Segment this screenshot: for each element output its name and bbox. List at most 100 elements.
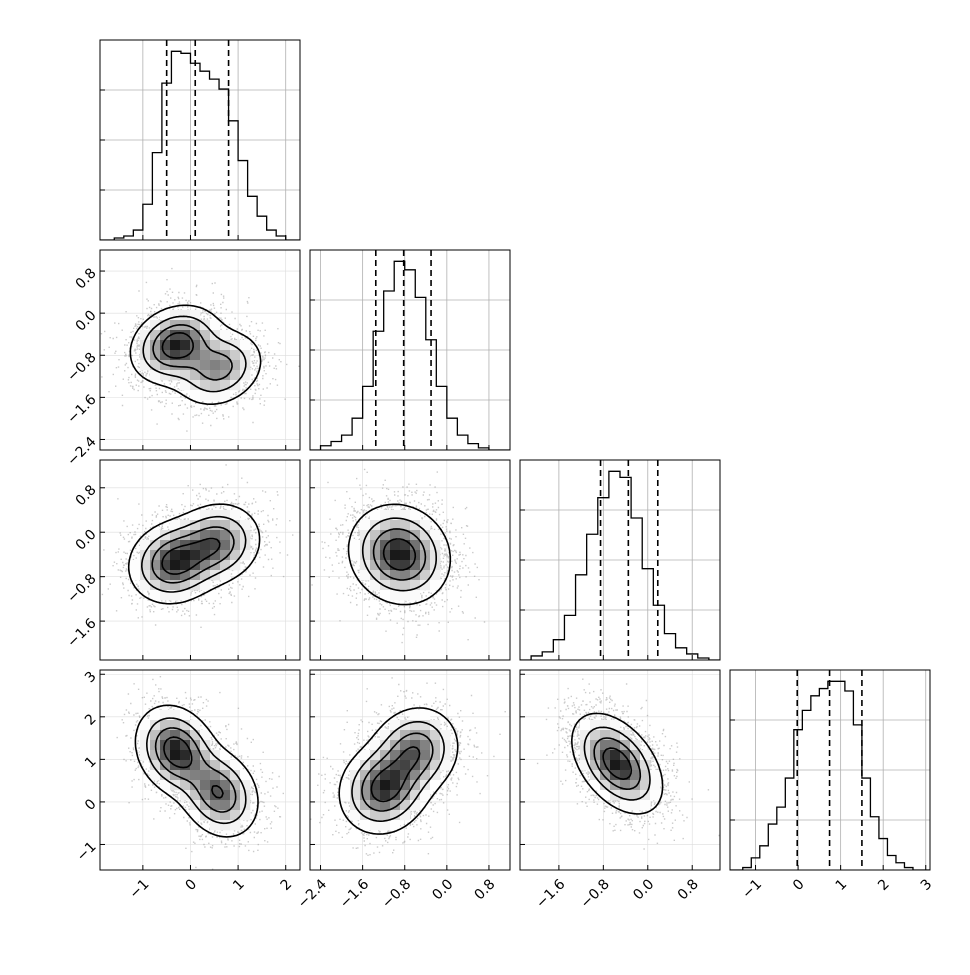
density-cell: [150, 370, 161, 381]
panel-frame: [99, 669, 301, 871]
density-cell: [400, 750, 411, 761]
y-tick-label: −0.8: [64, 350, 99, 385]
histogram-panel-3: −1 0 1 2 3: [729, 669, 935, 902]
density-cell: [360, 810, 371, 821]
density-cell: [180, 790, 191, 801]
density-cell: [210, 800, 221, 811]
density-cell: [230, 530, 241, 541]
density-cell: [180, 340, 191, 351]
y-tick-label: −1.6: [64, 392, 99, 427]
density-cell: [140, 720, 151, 731]
density-cell: [380, 760, 391, 771]
y-tick-label: −0.8: [64, 571, 99, 606]
contour-line: [583, 726, 651, 801]
density-cell: [390, 750, 401, 761]
density-cell: [240, 810, 251, 821]
x-tick-label: 0.0: [429, 876, 456, 903]
density-cell: [150, 320, 161, 331]
density-cell: [190, 330, 201, 341]
y-tick-label: 0.0: [73, 527, 100, 554]
density-cell: [410, 800, 421, 811]
density-cell: [440, 730, 451, 741]
density-cell: [140, 540, 151, 551]
density-cell: [170, 560, 181, 571]
panel-frame: [729, 669, 931, 871]
panel-frame: [99, 39, 301, 241]
density-cell: [160, 590, 171, 601]
density-cell: [360, 760, 371, 771]
density-cell: [340, 790, 351, 801]
density-cell: [170, 310, 181, 321]
y-tick-label: −1.6: [64, 615, 99, 650]
density-cell: [220, 520, 231, 531]
density-cell: [400, 810, 411, 821]
density-cell: [390, 730, 401, 741]
density-cell: [370, 750, 381, 761]
density-cell: [430, 780, 441, 791]
density-cell: [180, 330, 191, 341]
panel-frame: [309, 249, 511, 451]
density-cell: [360, 820, 371, 831]
density-cell: [400, 770, 411, 781]
histogram-step: [310, 260, 510, 450]
density-cell: [190, 770, 201, 781]
density-cell: [180, 560, 191, 571]
density-cell: [190, 340, 201, 351]
contour-line: [593, 737, 642, 790]
density-cell: [350, 540, 361, 551]
density-cell: [170, 360, 181, 371]
density-cell: [650, 790, 661, 801]
density-cell: [150, 770, 161, 781]
density-cell: [200, 350, 211, 361]
density-cell: [630, 800, 641, 811]
density-cell: [180, 550, 191, 561]
density-cell: [590, 760, 601, 771]
density-cell: [370, 770, 381, 781]
density-cell: [400, 730, 411, 741]
contour-line: [146, 717, 247, 825]
density-cell: [180, 730, 191, 741]
panel-frame: [519, 459, 721, 661]
density-cell: [220, 380, 231, 391]
density-cell: [210, 760, 221, 771]
density-cell: [390, 520, 401, 531]
density-cell: [150, 590, 161, 601]
density-cell: [610, 760, 621, 771]
density-cell: [420, 720, 431, 731]
density-cell: [240, 340, 251, 351]
density-cell: [630, 790, 641, 801]
density-cell: [600, 790, 611, 801]
y-tick-label: 3: [82, 669, 100, 687]
density-cell: [220, 770, 231, 781]
density-cell: [350, 790, 361, 801]
density-cell: [180, 770, 191, 781]
density-cell: [350, 760, 361, 771]
density-cell: [390, 800, 401, 811]
density-cell: [360, 750, 371, 761]
density-cell: [360, 570, 371, 581]
contour-line: [152, 324, 233, 381]
x-tick-label: 0.0: [630, 876, 657, 903]
density-cell: [430, 770, 441, 781]
density-cell: [430, 760, 441, 771]
density-cell: [350, 770, 361, 781]
density-cell: [150, 750, 161, 761]
x-tick-label: −2.4: [295, 876, 330, 911]
density-cell: [190, 790, 201, 801]
density-cell: [380, 740, 391, 751]
histogram-panel-1: [309, 249, 511, 451]
density-cell: [430, 580, 441, 591]
density-cell: [240, 770, 251, 781]
density-cell: [210, 380, 221, 391]
density-cell: [140, 740, 151, 751]
density-cell: [380, 580, 391, 591]
density-cell: [200, 800, 211, 811]
density-cell: [410, 520, 421, 531]
density-cell: [140, 340, 151, 351]
density-cell: [210, 750, 221, 761]
contour-line: [129, 304, 262, 405]
density-cell: [420, 790, 431, 801]
density-cell: [200, 530, 211, 541]
density-cell: [180, 750, 191, 761]
density-cell: [160, 330, 171, 341]
